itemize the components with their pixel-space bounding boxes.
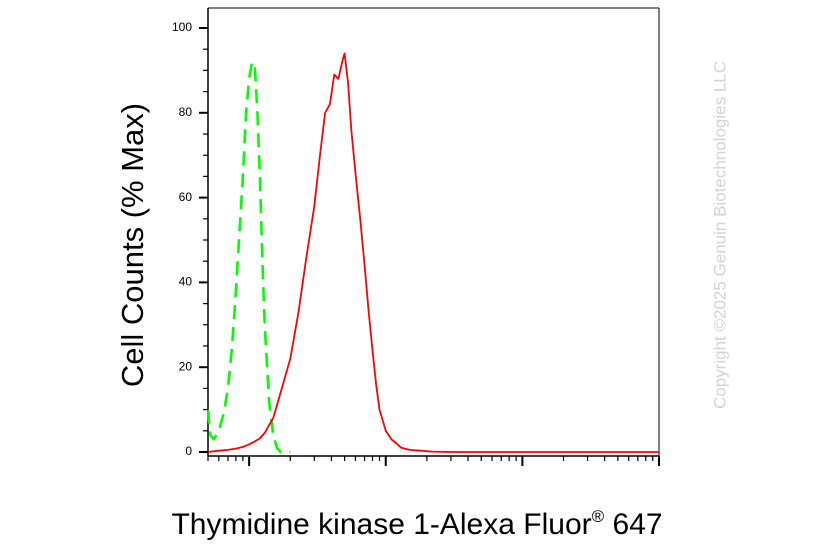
y-axis-label: Cell Counts (% Max) — [115, 103, 150, 387]
series-layer — [206, 52, 659, 454]
y-axis-ticks: 0 20 40 60 80 100 — [172, 20, 208, 458]
y-tick-label: 20 — [179, 359, 193, 373]
isotype-control-curve — [206, 60, 291, 454]
y-tick-label: 0 — [185, 444, 192, 458]
y-tick-label: 100 — [172, 20, 192, 34]
plot-frame — [207, 7, 660, 457]
x-axis-label-tail: 647 — [612, 508, 663, 541]
y-tick-label: 40 — [179, 275, 193, 289]
registered-mark: ® — [591, 507, 605, 526]
x-axis-label: Thymidine kinase 1-Alexa Fluor® 647 — [0, 507, 834, 542]
sample-curve — [207, 52, 659, 453]
y-tick-label: 60 — [179, 190, 193, 204]
x-axis-ticks — [207, 456, 660, 466]
x-axis-label-main: Thymidine kinase 1-Alexa Fluor — [171, 508, 592, 541]
y-tick-label: 80 — [179, 105, 193, 119]
copyright-watermark: Copyright ©2025 Genuin Biotechnologies L… — [710, 61, 729, 409]
